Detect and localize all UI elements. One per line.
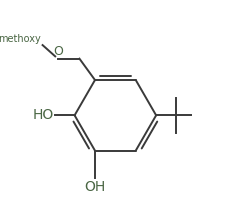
Text: HO: HO xyxy=(33,108,54,122)
Text: O: O xyxy=(53,45,63,58)
Text: methoxy: methoxy xyxy=(0,34,40,44)
Text: OH: OH xyxy=(84,180,105,194)
